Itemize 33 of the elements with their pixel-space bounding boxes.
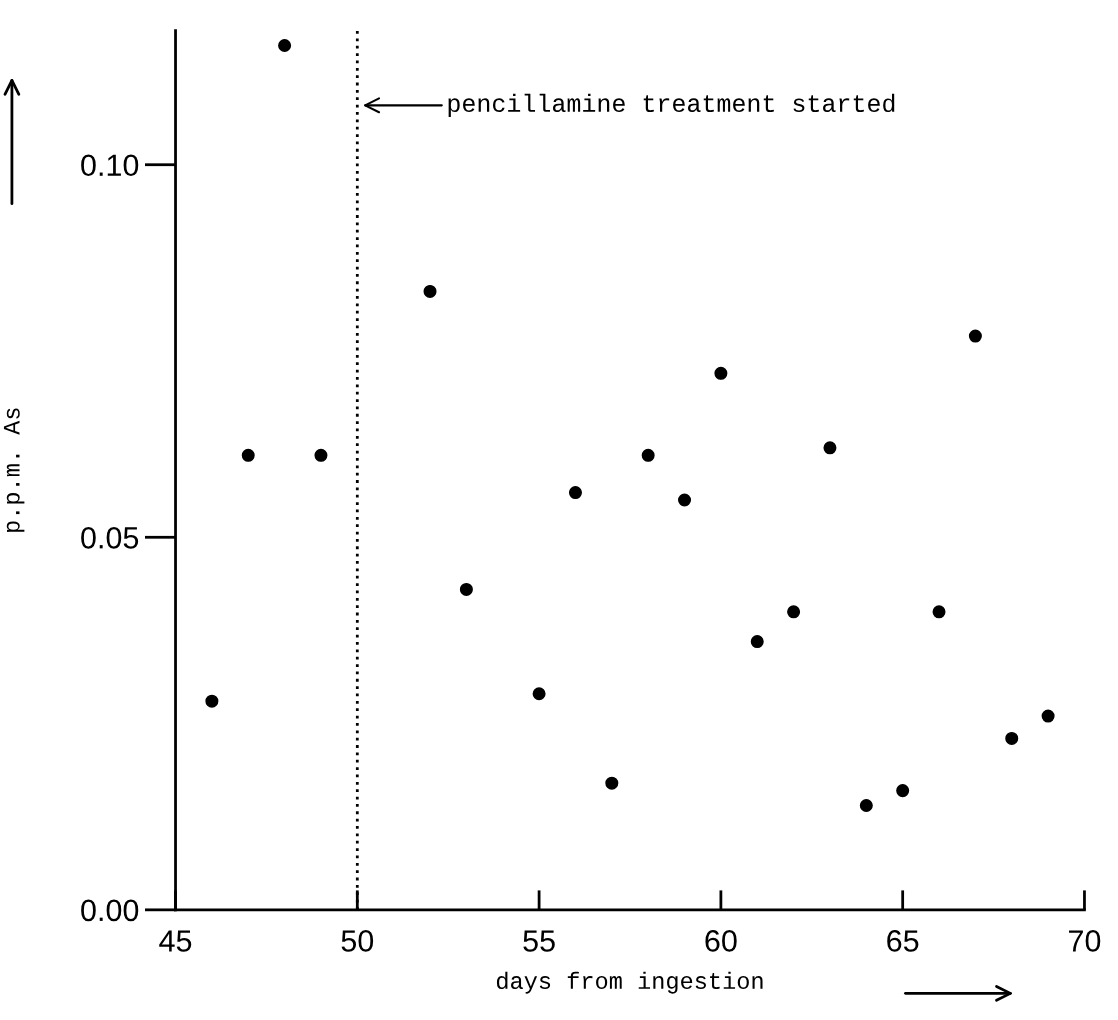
x-tick-label: 70 [1069, 930, 1101, 952]
point [641, 448, 655, 462]
x-tick-label: 55 [523, 930, 555, 952]
point [968, 329, 982, 343]
point [314, 448, 328, 462]
point [1005, 731, 1019, 745]
y-axis-title: p.p.m. As [3, 408, 25, 532]
annotation: pencillamine treatment started [448, 93, 895, 117]
point [750, 635, 764, 649]
point [932, 605, 946, 619]
point [896, 784, 910, 798]
point [605, 776, 619, 790]
point [532, 687, 546, 701]
y-tick-label: 0.10 [81, 154, 139, 177]
point [459, 582, 473, 596]
point [205, 694, 219, 708]
point [278, 38, 292, 53]
point [678, 493, 692, 507]
point [714, 366, 728, 380]
x-tick-label: 60 [705, 930, 737, 952]
x-tick-label: 50 [341, 930, 374, 952]
x-axis-title: days from ingestion [496, 971, 763, 994]
point [241, 448, 255, 462]
point [423, 284, 437, 298]
y-tick-label: 0.00 [81, 899, 139, 922]
x-tick-label: 45 [159, 930, 192, 952]
point [823, 441, 837, 455]
x-tick-label: 65 [887, 930, 919, 952]
point [568, 486, 582, 500]
y-tick-label: 0.05 [81, 527, 139, 549]
point [787, 605, 801, 619]
point [859, 799, 873, 813]
point [1041, 709, 1055, 723]
